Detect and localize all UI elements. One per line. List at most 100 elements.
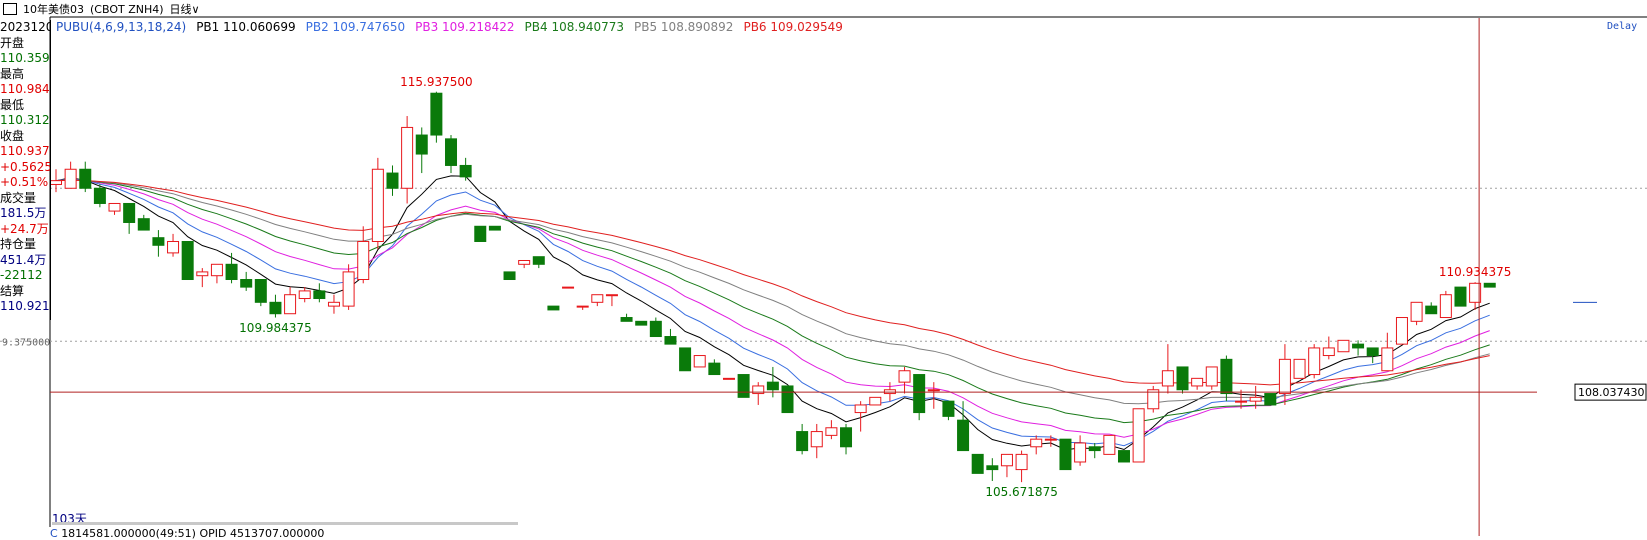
candle-body [620, 317, 633, 322]
info-row: -22112 [0, 268, 43, 282]
candle [854, 401, 867, 432]
candle-body [1439, 294, 1452, 319]
candle-body [1205, 366, 1218, 387]
candle [752, 382, 765, 405]
legend-pb1: PB1 110.060699 [196, 20, 296, 34]
crosshair-price-label: 108.037430 [1578, 386, 1644, 399]
info-row: +0.51% [0, 175, 49, 189]
candle-body [269, 301, 282, 315]
candle-body [240, 279, 253, 288]
candle [1103, 434, 1116, 455]
candle-body [196, 271, 209, 277]
candle [1191, 377, 1204, 390]
candle [1147, 385, 1160, 413]
indicator-name[interactable]: PUBU(4,6,9,13,18,24) [56, 20, 187, 34]
candle [1337, 339, 1350, 353]
candle [1000, 453, 1013, 478]
candle-body [971, 453, 984, 474]
candle-body [298, 290, 311, 300]
pubu-line-3 [55, 178, 1490, 438]
candle [649, 317, 662, 338]
candle-body [167, 240, 180, 254]
candle-body [913, 374, 926, 414]
candle-body [415, 134, 428, 155]
candle [796, 423, 809, 455]
candle [430, 91, 443, 143]
candle-body [927, 389, 940, 392]
candle [1308, 344, 1321, 379]
candle [269, 294, 282, 318]
candle [1366, 347, 1379, 364]
candle [93, 184, 106, 208]
quote-info-panel: 20231205 开盘 110.3594 最高 110.9843 最低 110.… [0, 20, 51, 320]
candle-body [371, 168, 384, 242]
candle-body [474, 225, 487, 242]
candle [1395, 317, 1408, 345]
period-selector[interactable]: 日线∨ [170, 1, 200, 17]
candle [254, 279, 267, 307]
candle-body [693, 355, 706, 368]
candle-body [532, 256, 545, 265]
indicator-legend: PUBU(4,6,9,13,18,24) PB1 110.060699 PB2 … [56, 18, 853, 36]
candle-body [1235, 400, 1248, 403]
info-row: 110.3125 [0, 113, 50, 127]
legend-pb5: PB5 108.890892 [634, 20, 734, 34]
candle-body [1425, 305, 1438, 315]
candle-body [1337, 339, 1350, 353]
candle [913, 374, 926, 421]
candle [371, 157, 384, 250]
info-row: 110.9843 [0, 82, 50, 96]
candle-body [679, 347, 692, 372]
candle [679, 347, 692, 372]
candle [240, 271, 253, 291]
candle [737, 374, 750, 398]
candle-body [210, 263, 223, 277]
candle [108, 202, 121, 215]
candle [1469, 282, 1482, 310]
candle-body [152, 237, 165, 246]
candle [1439, 290, 1452, 319]
extreme-price-label: 115.937500 [400, 75, 473, 89]
candle-body [635, 320, 648, 326]
info-row: 结算 [0, 283, 25, 298]
extreme-price-label: 110.934375 [1439, 265, 1512, 279]
candle-body [488, 225, 501, 231]
candle-body [840, 427, 853, 448]
info-row: 成交量 [0, 190, 37, 205]
candle-body [64, 168, 77, 189]
candle [1088, 442, 1101, 459]
bottom-status-text: 1814581.000000(49:51) OPID 4513707.00000… [61, 527, 325, 540]
candle-body [445, 138, 458, 166]
bottom-status: C 1814581.000000(49:51) OPID 4513707.000… [50, 527, 324, 540]
info-row: 181.5万 [0, 206, 47, 220]
info-row: 持仓量 [0, 237, 37, 251]
info-row: 最高 [0, 66, 25, 81]
candle-body [1000, 453, 1013, 467]
candle [1117, 450, 1130, 463]
instrument-name[interactable]: 10年美债03 [23, 3, 84, 16]
candle [50, 169, 62, 193]
candle [869, 396, 882, 406]
candle-body [1161, 370, 1174, 387]
horizontal-scrollbar[interactable] [52, 522, 518, 525]
candle-body [386, 172, 399, 189]
candle-body [123, 202, 136, 223]
candle [1293, 358, 1306, 379]
candle-body [327, 301, 340, 307]
pubu-line-6 [55, 179, 1490, 386]
info-row: 451.4万 [0, 252, 47, 267]
candle [971, 453, 984, 474]
candle-body [854, 404, 867, 414]
candle-body [93, 187, 106, 204]
window-icon[interactable] [3, 3, 17, 15]
candle [181, 240, 194, 281]
candle [401, 116, 414, 204]
bottom-prefix: C [50, 527, 58, 540]
candle [298, 287, 311, 303]
extreme-price-label: 109.984375 [239, 321, 312, 335]
candle [547, 305, 560, 311]
candle-body [1293, 358, 1306, 379]
info-row: 20231205 [0, 20, 50, 34]
candle-body [781, 385, 794, 414]
